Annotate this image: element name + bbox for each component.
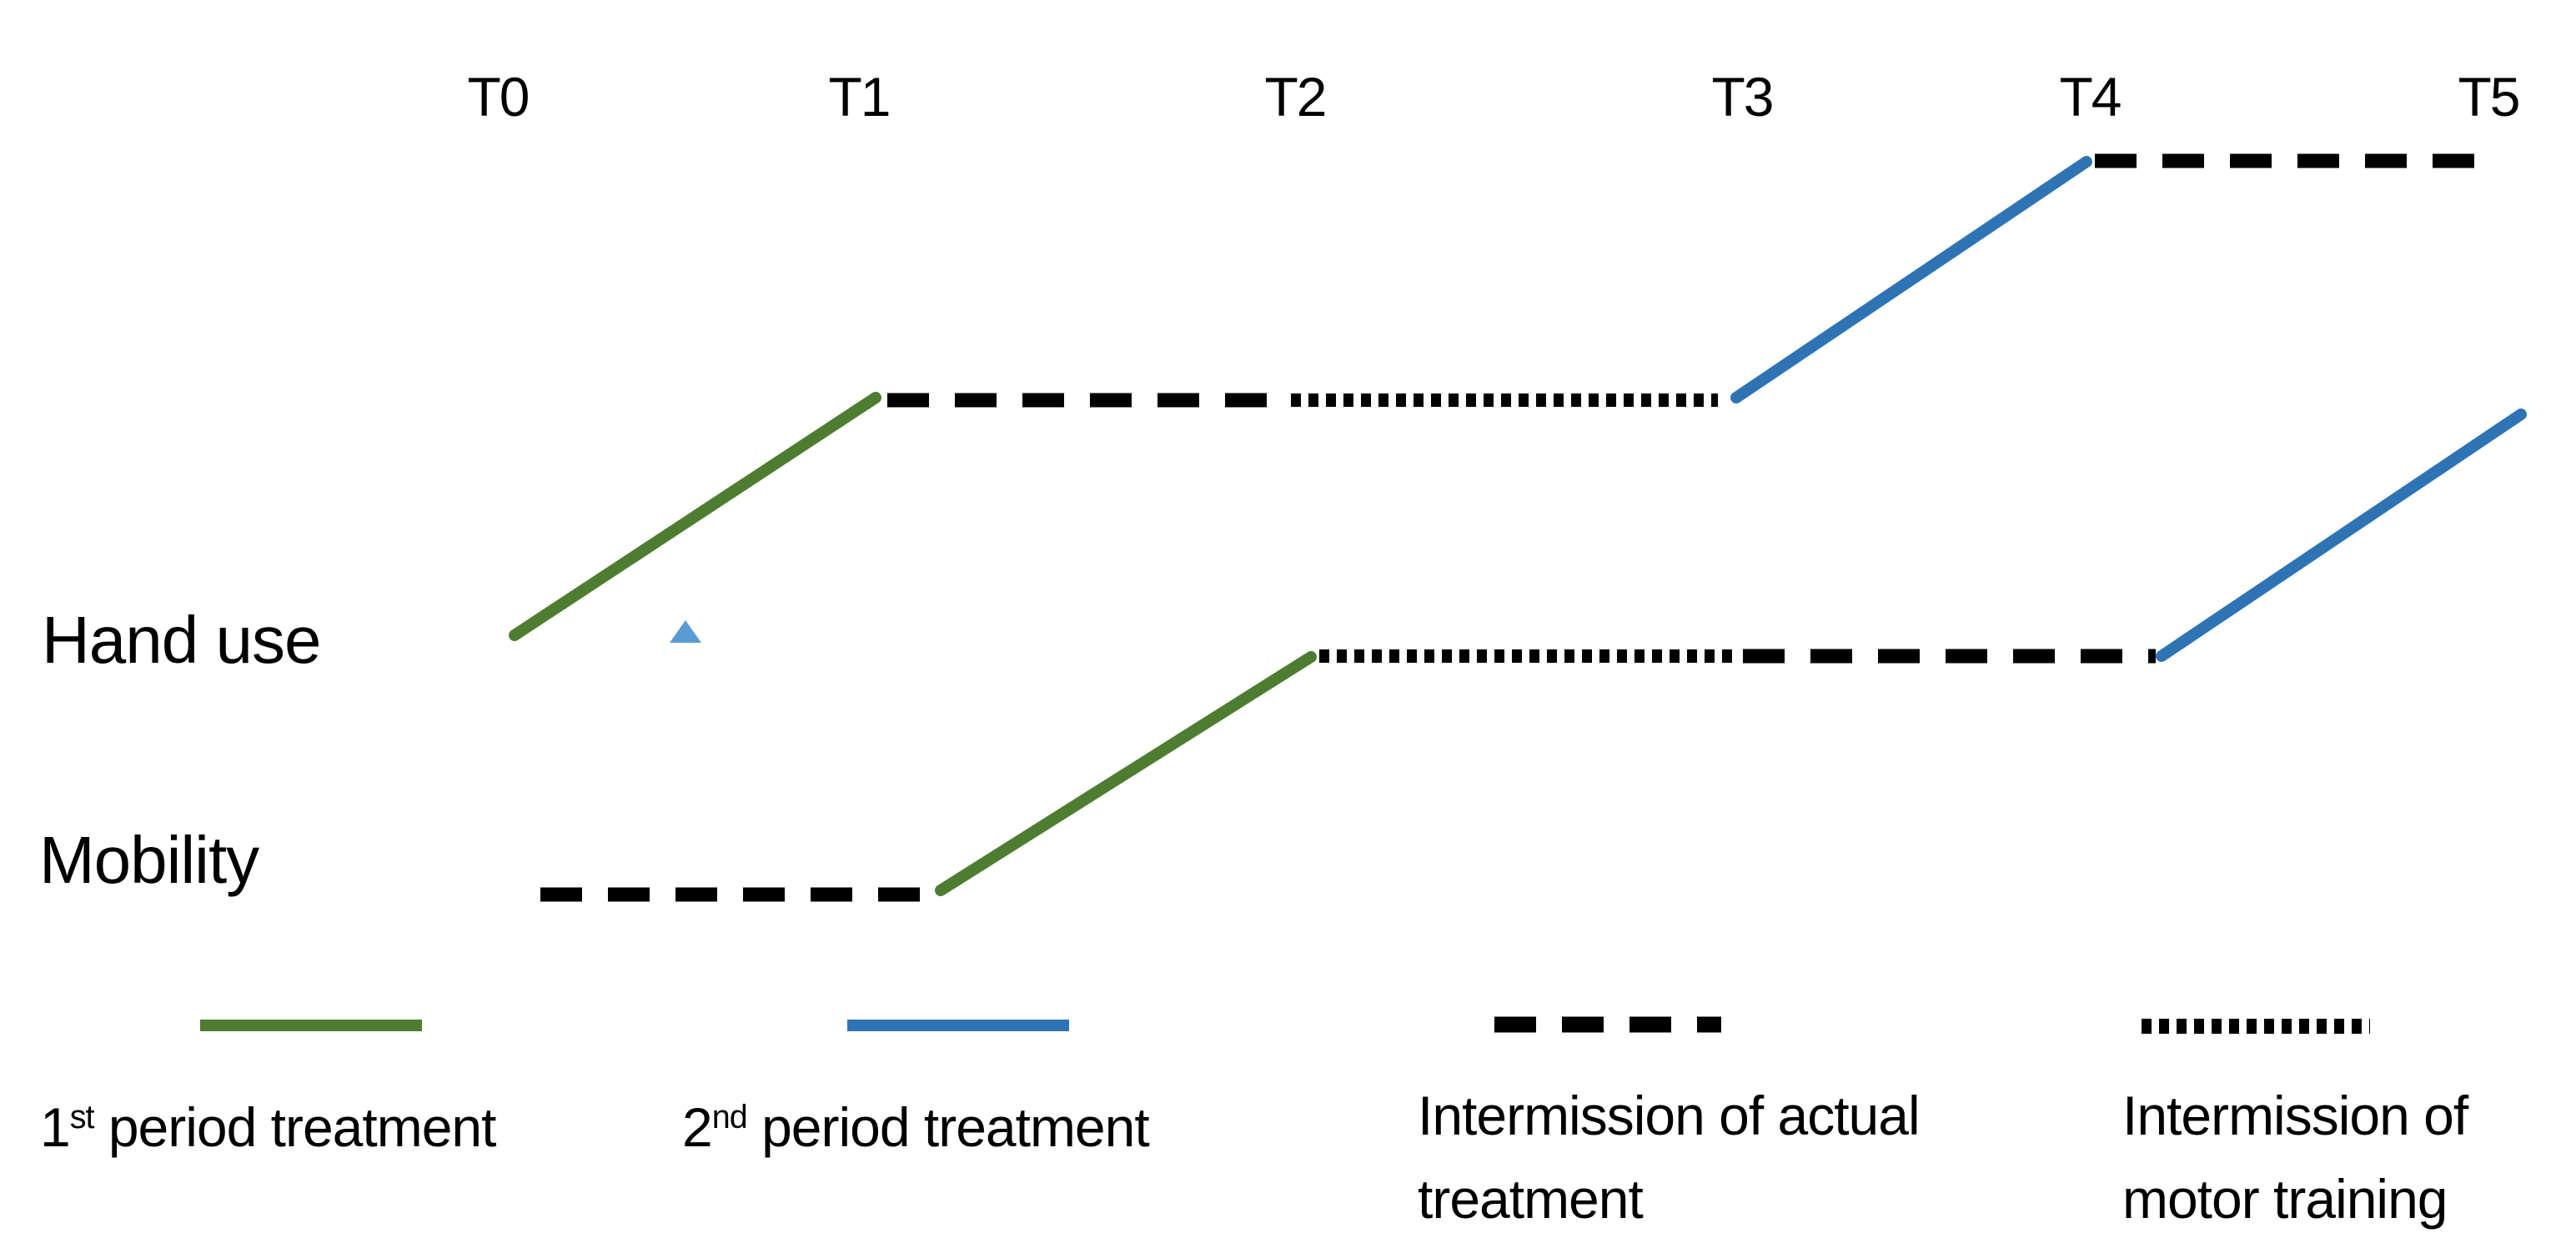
timepoint-label-t2: T2	[1264, 66, 1327, 128]
timepoint-label-t3: T3	[1711, 66, 1774, 128]
intermission-training-dotted-swatch	[2142, 1019, 2370, 1034]
segment-mobility-T1-T2	[935, 651, 1317, 896]
first-period-line-swatch	[200, 1020, 422, 1031]
timepoint-label-t1: T1	[828, 66, 891, 128]
segment-hand_use-T3-T4	[1730, 156, 2092, 403]
legend-label-intermission-training: Intermission of motor training	[2122, 1085, 2468, 1230]
legend-label-intermission-treatment: Intermission of actual treatment	[1418, 1085, 1921, 1230]
legend-label-second-period: 2nd period treatment	[682, 1096, 1150, 1158]
timepoint-label-t0: T0	[467, 66, 530, 128]
segment-hand_use-T0-T1	[509, 392, 881, 641]
intermission-treatment-dashed-swatch	[1494, 1016, 1721, 1033]
timepoint-label-t4: T4	[2059, 66, 2122, 128]
segment-mobility-T4-T5	[2156, 408, 2527, 662]
second-period-line-swatch	[847, 1020, 1069, 1031]
row-label-mobility: Mobility	[39, 823, 259, 897]
triangle-marker	[670, 620, 701, 643]
row-label-hand-use: Hand use	[42, 603, 321, 677]
timepoint-label-t5: T5	[2458, 66, 2520, 128]
legend-label-first-period: 1st period treatment	[40, 1096, 496, 1158]
